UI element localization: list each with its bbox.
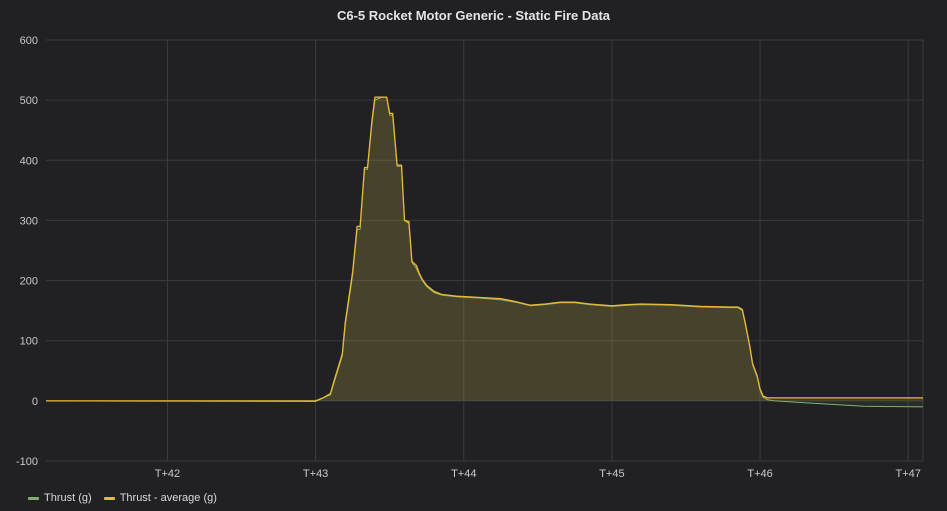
series-line-thrust-average[interactable]: [46, 96, 923, 402]
series-area-thrust: [46, 97, 923, 407]
y-tick-label: 100: [20, 336, 38, 348]
y-tick-label: 600: [20, 35, 38, 47]
chart-grid: [46, 39, 924, 462]
y-tick-label: 0: [32, 396, 38, 408]
y-tick-label: 200: [20, 276, 38, 288]
panel-title: C6-5 Rocket Motor Generic - Static Fire …: [336, 8, 611, 23]
legend-swatch-thrust-average: [103, 496, 115, 500]
x-tick-label: T+44: [451, 468, 476, 480]
legend-label-thrust: Thrust (g): [44, 492, 92, 504]
y-tick-label: 400: [20, 155, 38, 167]
legend-swatch-thrust: [28, 496, 39, 500]
x-tick-label: T+46: [747, 468, 772, 480]
y-axis: -100 0 100 200 300 400 500 600: [16, 35, 38, 468]
legend-item-thrust[interactable]: Thrust (g): [28, 492, 92, 504]
legend: Thrust (g) Thrust - average (g): [28, 490, 229, 506]
y-tick-label: 500: [20, 95, 38, 107]
x-tick-label: T+42: [155, 468, 180, 480]
x-tick-label: T+43: [303, 468, 328, 480]
y-tick-label: 300: [20, 215, 38, 227]
x-axis: T+42 T+43 T+44 T+45 T+46 T+47: [155, 468, 921, 480]
legend-label-thrust-average: Thrust - average (g): [119, 492, 217, 504]
legend-item-thrust-average[interactable]: Thrust - average (g): [103, 492, 217, 504]
series-layer: [45, 96, 924, 408]
x-tick-label: T+47: [895, 468, 920, 480]
x-tick-label: T+45: [599, 468, 624, 480]
y-tick-label: -100: [16, 456, 38, 468]
series-area-thrust-average: [46, 97, 923, 401]
